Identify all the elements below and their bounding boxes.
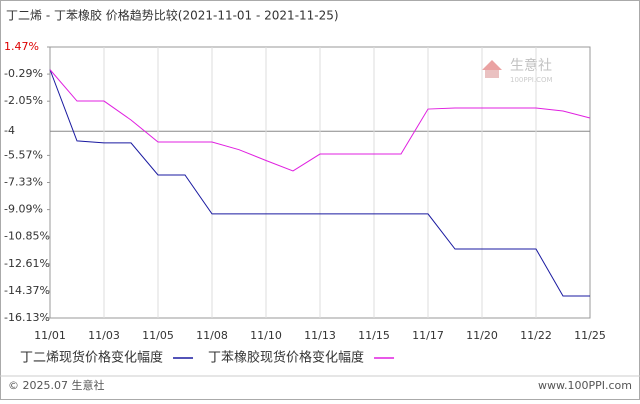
x-tick-label: 11/20	[466, 329, 498, 342]
x-tick-label: 11/15	[358, 329, 390, 342]
x-tick-label: 11/10	[250, 329, 282, 342]
logo-icon	[485, 70, 499, 78]
y-tick-label: -16.13%	[4, 311, 50, 324]
y-tick-label: 1.47%	[4, 40, 39, 53]
legend-label: 丁二烯现货价格变化幅度	[20, 350, 163, 366]
x-tick-label: 11/13	[304, 329, 336, 342]
x-tick-label: 11/25	[574, 329, 606, 342]
y-tick-label: -2.05%	[4, 94, 43, 107]
y-tick-label: -12.61%	[4, 257, 50, 270]
x-tick-label: 11/17	[412, 329, 444, 342]
y-tick-label: -7.33%	[4, 176, 43, 189]
legend-label: 丁苯橡胶现货价格变化幅度	[208, 350, 364, 366]
chart-title: 丁二烯 - 丁苯橡胶 价格趋势比较(2021-11-01 - 2021-11-2…	[6, 8, 339, 23]
copyright: © 2025.07 生意社	[8, 378, 104, 392]
site: www.100PPI.com	[538, 379, 632, 392]
y-tick-label: -9.09%	[4, 203, 43, 216]
x-tick-label: 11/22	[520, 329, 552, 342]
y-tick-label: -5.57%	[4, 148, 43, 161]
y-tick-label: -14.37%	[4, 284, 50, 297]
y-tick-label: -10.85%	[4, 230, 50, 243]
x-tick-label: 11/05	[142, 329, 174, 342]
x-tick-label: 11/03	[88, 329, 120, 342]
x-tick-label: 11/08	[196, 329, 228, 342]
logo-url: 100PPI.COM	[510, 76, 553, 84]
logo: 生意社 100PPI.COM	[482, 57, 553, 84]
logo-name: 生意社	[510, 57, 552, 74]
series-line	[49, 69, 591, 172]
logo-icon	[482, 60, 502, 70]
y-tick-label: -4	[4, 124, 15, 137]
x-tick-label: 11/01	[34, 329, 66, 342]
y-tick-label: -0.29%	[4, 67, 43, 80]
series-line	[49, 69, 590, 297]
